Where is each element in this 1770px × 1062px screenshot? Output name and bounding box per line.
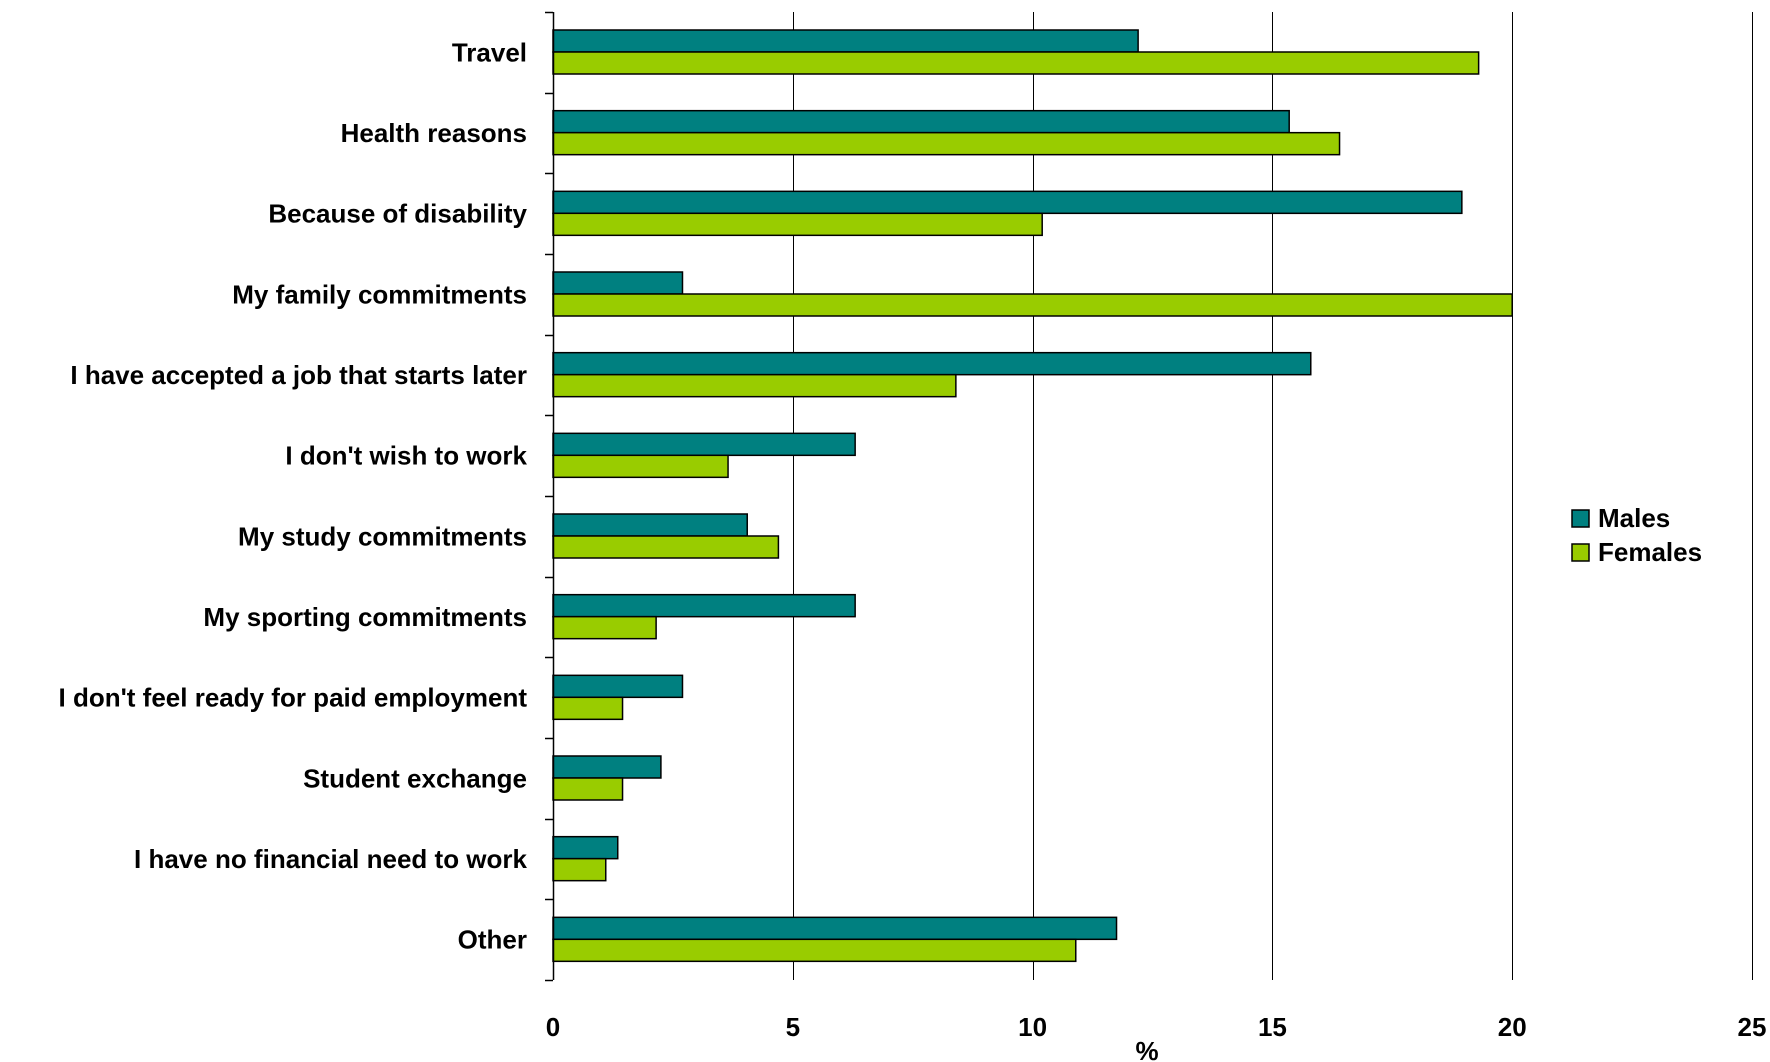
bar-females-0 <box>552 51 1480 75</box>
bar-females-10 <box>552 857 607 882</box>
bars <box>552 29 1513 963</box>
category-label: I don't wish to work <box>285 441 527 471</box>
category-label: My family commitments <box>232 279 527 309</box>
legend-swatch-females <box>1571 543 1590 562</box>
x-tick-labels: 0 5 10 15 20 25 <box>546 1012 1767 1042</box>
x-tick-label-0: 0 <box>546 1012 560 1042</box>
bar-males-5 <box>552 432 856 457</box>
bar-males-1 <box>552 109 1290 134</box>
bar-males-0 <box>552 29 1139 53</box>
category-label: Health reasons <box>341 118 527 148</box>
bar-females-5 <box>552 454 729 479</box>
bar-females-3 <box>552 293 1513 317</box>
bar-females-4 <box>552 373 957 398</box>
bar-males-2 <box>552 190 1463 215</box>
legend-label-females: Females <box>1598 537 1702 567</box>
axes <box>545 11 555 982</box>
category-label: Student exchange <box>303 763 527 793</box>
x-tick-label-5: 5 <box>786 1012 800 1042</box>
bar-males-9 <box>552 755 662 779</box>
category-label: I have no financial need to work <box>134 844 528 874</box>
bar-males-11 <box>552 916 1118 941</box>
bar-males-7 <box>552 593 856 618</box>
bar-males-8 <box>552 674 684 699</box>
legend: Males Females <box>1571 503 1702 567</box>
x-tick-label-15: 15 <box>1258 1012 1287 1042</box>
bar-females-9 <box>552 777 624 801</box>
category-label: My study commitments <box>238 521 527 551</box>
category-labels: Travel Health reasons Because of disabilit… <box>59 37 528 954</box>
x-axis-label: % <box>1136 1036 1159 1062</box>
category-label: I have accepted a job that starts later <box>70 360 527 390</box>
bar-males-4 <box>552 351 1312 376</box>
bar-females-2 <box>552 212 1043 237</box>
bar-females-7 <box>552 615 657 640</box>
x-tick-label-25: 25 <box>1738 1012 1767 1042</box>
bar-females-11 <box>552 938 1077 963</box>
category-label: My sporting commitments <box>203 602 527 632</box>
gridlines <box>793 12 1753 980</box>
bar-males-3 <box>552 271 684 295</box>
legend-label-males: Males <box>1598 503 1670 533</box>
bar-females-8 <box>552 696 624 721</box>
category-label: Travel <box>452 37 527 67</box>
legend-swatch-males <box>1571 509 1590 528</box>
x-tick-label-10: 10 <box>1018 1012 1047 1042</box>
category-label: I don't feel ready for paid employment <box>59 683 528 713</box>
category-label: Other <box>458 925 527 955</box>
bar-females-1 <box>552 131 1341 156</box>
x-tick-label-20: 20 <box>1498 1012 1527 1042</box>
bar-males-10 <box>552 835 619 860</box>
bar-males-6 <box>552 513 748 537</box>
category-label: Because of disability <box>268 199 527 229</box>
bar-females-6 <box>552 535 780 559</box>
